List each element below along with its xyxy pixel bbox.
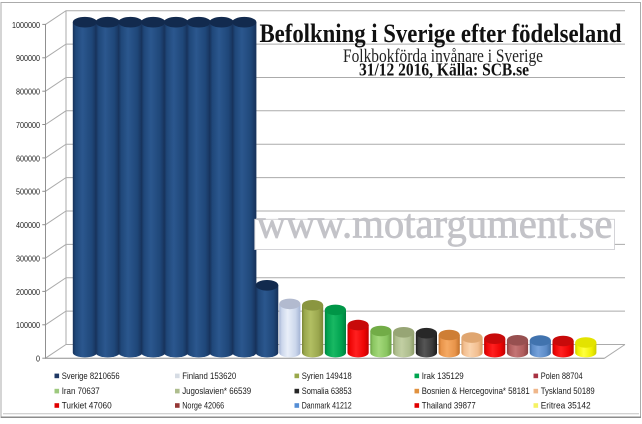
svg-text:200000: 200000 [16,288,40,297]
svg-text:Iran 70637: Iran 70637 [62,386,100,396]
svg-text:Polen 88704: Polen 88704 [541,371,583,381]
svg-text:Somalia 63853: Somalia 63853 [302,386,352,396]
svg-text:800000: 800000 [16,88,40,97]
svg-text:100000: 100000 [16,321,40,330]
svg-text:600000: 600000 [16,154,40,163]
svg-text:Syrien 149418: Syrien 149418 [302,371,352,381]
svg-text:Bosnien & Hercegovina* 58181: Bosnien & Hercegovina* 58181 [422,386,530,396]
svg-text:700000: 700000 [16,121,40,130]
svg-text:Thailand 39877: Thailand 39877 [422,401,476,411]
svg-text:300000: 300000 [16,255,40,264]
svg-text:Sverige 8210656: Sverige 8210656 [62,371,120,381]
svg-text:Norge 42066: Norge 42066 [182,401,224,411]
svg-text:www.motargument.se: www.motargument.se [257,201,613,247]
svg-text:Finland 153620: Finland 153620 [182,371,236,381]
svg-text:Irak 135129: Irak 135129 [422,371,464,381]
svg-text:Befolkning i Sverige efter föd: Befolkning i Sverige efter födelseland [260,19,622,48]
svg-text:Folkbokförda invånare i Sverig: Folkbokförda invånare i Sverige [343,47,543,67]
svg-text:Turkiet 47060: Turkiet 47060 [62,401,112,411]
svg-text:Eritrea 35142: Eritrea 35142 [541,401,591,411]
svg-text:Tyskland 50189: Tyskland 50189 [541,386,595,396]
svg-text:Jugoslavien* 66539: Jugoslavien* 66539 [182,386,251,396]
svg-text:31/12 2016, Källa: SCB.se: 31/12 2016, Källa: SCB.se [359,60,529,80]
svg-text:400000: 400000 [16,221,40,230]
svg-text:900000: 900000 [16,54,40,63]
svg-text:500000: 500000 [16,188,40,197]
svg-text:1000000: 1000000 [12,21,40,30]
svg-text:Danmark 41212: Danmark 41212 [302,401,352,411]
svg-text:0: 0 [36,355,40,364]
